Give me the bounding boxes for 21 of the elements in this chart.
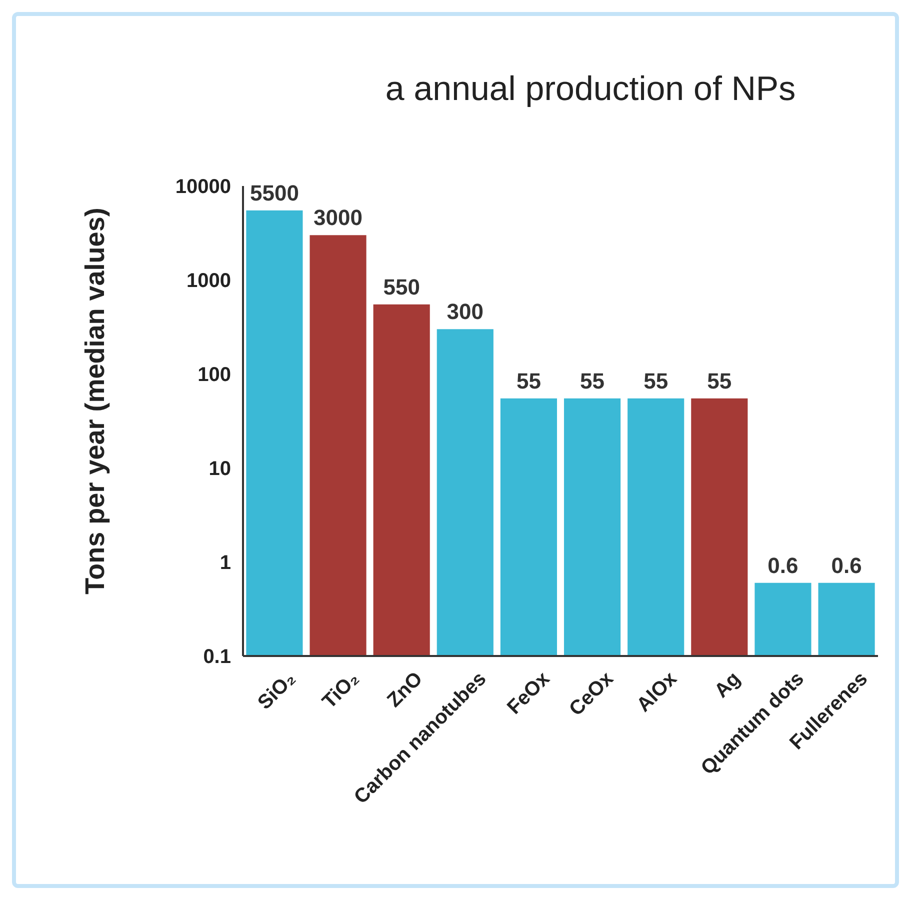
data-label: 300: [446, 299, 484, 324]
chart-title: a annual production of NPs: [385, 70, 796, 108]
x-tick-label: Ag: [710, 668, 745, 702]
data-label: 55: [516, 368, 541, 394]
data-label: 5500: [250, 180, 299, 206]
data-label: 55: [707, 368, 732, 394]
y-tick-label: 1000: [186, 270, 231, 292]
y-tick-label: 0.1: [203, 646, 231, 668]
data-label: 0.6: [768, 552, 798, 578]
y-tick-label: 10000: [175, 176, 231, 198]
x-tick-label: TiO₂: [318, 668, 364, 714]
data-label: 3000: [314, 205, 363, 230]
y-tick-label: 1: [220, 552, 231, 574]
data-label: 0.6: [831, 552, 862, 578]
x-tick-label: SiO₂: [254, 668, 300, 714]
y-axis-title: Tons per year (median values): [80, 208, 110, 594]
y-tick-label: 10: [208, 458, 231, 480]
data-label: 550: [383, 274, 420, 300]
data-label: 55: [644, 368, 668, 394]
data-label: 55: [580, 368, 605, 394]
y-tick-label: 100: [198, 364, 231, 386]
